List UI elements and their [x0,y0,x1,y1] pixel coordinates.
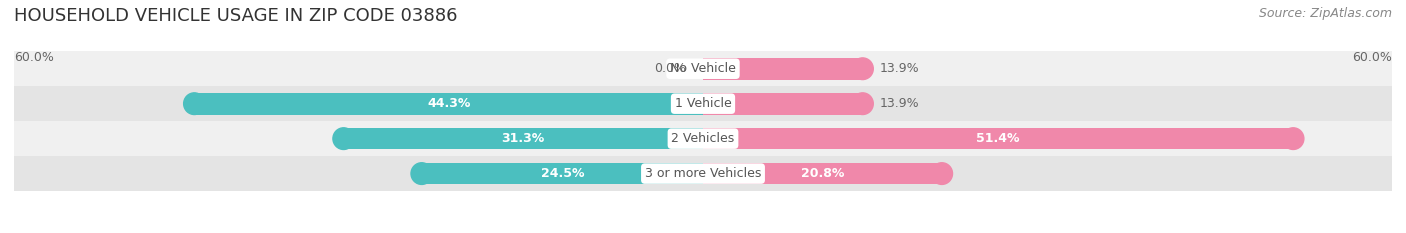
Text: 24.5%: 24.5% [540,167,583,180]
Ellipse shape [411,163,433,185]
Ellipse shape [852,93,873,115]
Bar [14,86,1392,121]
Text: 51.4%: 51.4% [976,132,1019,145]
Bar [422,163,703,185]
Text: 3 or more Vehicles: 3 or more Vehicles [645,167,761,180]
Bar [14,51,1392,86]
Bar [343,128,703,150]
Ellipse shape [333,128,354,150]
Bar [703,58,863,80]
Ellipse shape [852,58,873,80]
Text: 60.0%: 60.0% [14,51,53,64]
Bar [14,121,1392,156]
Bar [194,93,703,115]
Text: 13.9%: 13.9% [880,62,920,75]
Text: 60.0%: 60.0% [1353,51,1392,64]
Text: 2 Vehicles: 2 Vehicles [672,132,734,145]
Ellipse shape [1282,128,1303,150]
Bar [703,128,1294,150]
Ellipse shape [931,163,952,185]
Text: HOUSEHOLD VEHICLE USAGE IN ZIP CODE 03886: HOUSEHOLD VEHICLE USAGE IN ZIP CODE 0388… [14,7,457,25]
Text: 13.9%: 13.9% [880,97,920,110]
Text: 44.3%: 44.3% [427,97,471,110]
Bar [14,156,1392,191]
Bar [703,163,942,185]
Text: 1 Vehicle: 1 Vehicle [675,97,731,110]
Text: No Vehicle: No Vehicle [671,62,735,75]
Text: Source: ZipAtlas.com: Source: ZipAtlas.com [1258,7,1392,20]
Text: 31.3%: 31.3% [502,132,546,145]
Text: 20.8%: 20.8% [801,167,844,180]
Ellipse shape [184,93,205,115]
Bar [703,93,863,115]
Text: 0.0%: 0.0% [654,62,686,75]
